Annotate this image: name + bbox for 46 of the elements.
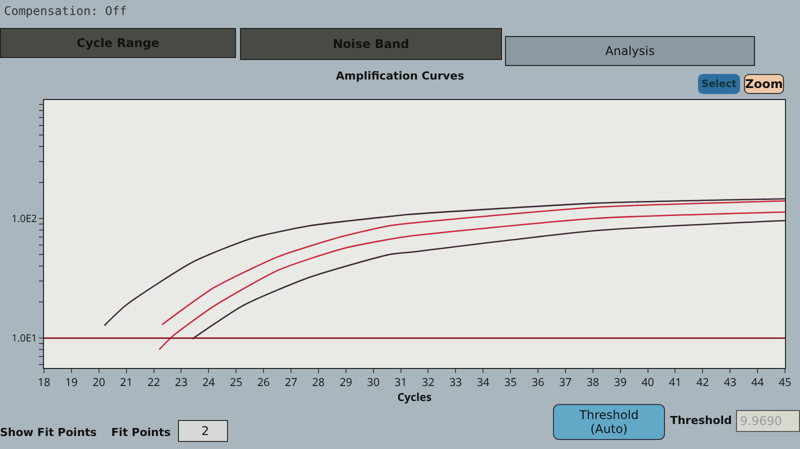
text: Threshold [669,412,733,428]
x-tick-label: 21 [120,375,133,390]
x-tick-label: 27 [284,375,298,390]
x-tick-label: 44 [751,375,765,390]
text: Cycle Range [0,28,236,58]
chart-title: Amplification Curves [336,70,465,83]
text: Compensation: Off [4,3,128,20]
text: Noise Band [240,28,502,60]
x-tick-label: 26 [257,375,270,390]
x-tick-label: 34 [476,375,490,390]
text: Threshold (Auto) [553,404,665,440]
x-tick-label: 25 [230,375,242,390]
x-tick-label: 37 [559,375,572,390]
line-series [158,211,785,350]
x-tick-label: 40 [641,375,654,390]
text: Show Fit Points [0,424,98,440]
x-tick-label: 22 [147,375,160,390]
x-tick-label: 41 [668,375,682,390]
text: Select [698,74,740,94]
x-tick-label: 32 [422,375,435,390]
x-tick-label: 45 [778,375,792,390]
x-tick-label: 35 [504,375,517,390]
x-axis-title: Cycles [397,390,432,406]
text: 9.9690 [736,410,800,432]
x-tick-label: 18 [38,375,50,390]
x-tick-label: 33 [449,375,462,390]
text: Zoom [744,74,784,94]
x-tick-label: 31 [394,375,408,390]
y-tick-label: 1.0E1 [12,330,37,344]
x-tick-label: 29 [340,375,352,390]
x-tick-label: 20 [92,375,106,390]
text: Fit Points [110,424,172,440]
x-tick-label: 30 [367,375,380,390]
x-tick-label: 42 [696,375,709,390]
x-tick-label: 23 [174,375,188,390]
text: 2 [178,420,228,442]
x-tick-label: 39 [614,375,627,390]
line-series [192,220,785,340]
x-tick-label: 36 [532,375,544,390]
text: Analysis [505,36,755,66]
x-tick-label: 28 [312,375,325,390]
y-tick-label: 1.0E2 [12,210,38,225]
x-tick-label: 19 [65,375,78,390]
x-tick-label: 24 [202,375,216,390]
x-tick-label: 38 [586,375,600,390]
x-tick-label: 43 [724,375,736,390]
